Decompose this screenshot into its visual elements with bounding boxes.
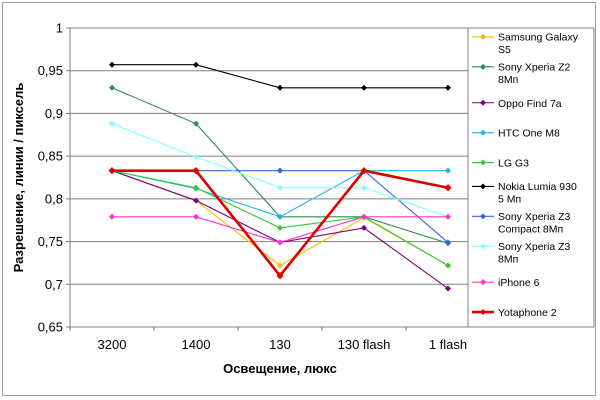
data-point [193,153,199,160]
x-tick-label: 130 [269,337,291,352]
legend-swatch-marker [480,63,486,70]
y-tick-label: 0,9 [45,106,63,121]
y-tick-label: 0,95 [38,63,63,78]
data-point [193,61,199,68]
legend-label: Nokia Lumia 930 [498,181,577,193]
legend-label: Sony Xperia Z2 [498,62,571,74]
data-point [109,120,115,127]
y-tick-label: 0,75 [38,234,63,249]
legend-label: HTC One M8 [498,128,560,140]
data-point [445,213,451,220]
legend-swatch-marker [480,243,486,250]
data-point [193,213,199,220]
data-point [277,167,283,174]
data-point [361,224,367,231]
series-1 [109,84,451,247]
data-point [445,285,451,292]
data-point [277,239,283,246]
y-tick-label: 0,8 [45,191,63,206]
legend-swatch-marker [480,129,486,136]
y-axis-title: Разрешение, линии / пиксель [11,83,26,273]
legend-swatch-marker [480,99,486,106]
data-point [277,84,283,91]
legend-label: Yotaphone 2 [498,307,557,319]
data-point [109,61,115,68]
data-point [193,120,199,127]
data-point [360,167,368,175]
x-axis-title: Освещение, люкс [223,361,337,376]
series-5 [109,61,451,91]
legend [467,27,595,328]
data-point [277,262,283,269]
x-axis-ticks: 3200 1400 130 130 flash 1 flash [69,327,467,352]
series-line [111,87,449,244]
legend-item: Yotaphone 2 [472,307,557,319]
legend-label: Sony Xperia Z3 [498,211,571,223]
legend-swatch-marker [480,33,486,40]
legend-item: Oppo Find 7a [472,98,562,110]
y-tick-label: 1 [56,21,63,36]
legend-label: 8Мп [498,74,518,86]
series-3 [109,167,451,220]
data-point [109,84,115,91]
legend-swatch-marker [480,213,486,220]
legend-label: Oppo Find 7a [498,98,562,110]
data-point [193,197,199,204]
series-line [112,64,448,89]
data-point [277,224,283,231]
legend-label: LG G3 [498,158,529,170]
data-point [361,213,367,220]
legend-label: Sony Xperia Z3 [498,241,571,253]
data-point [277,184,283,191]
y-axis-ticks: 1 0,95 0,9 0,85 0,8 0,75 0,7 0,65 [38,21,70,335]
legend-item: LG G3 [472,158,529,170]
data-point [276,272,284,280]
plot-area [69,27,491,328]
data-point [445,84,451,91]
x-tick-label: 1 flash [429,337,467,352]
legend-swatch-marker [480,183,486,190]
legend-label: Samsung Galaxy [498,32,579,44]
y-tick-label: 0,85 [38,149,63,164]
legend-swatch-marker [480,279,486,286]
series-6 [109,167,451,246]
legend-label: 8Мп [498,254,518,266]
data-point [445,262,451,269]
data-point [109,213,115,220]
data-point [361,184,367,191]
data-point [192,167,200,175]
data-point [444,184,452,192]
data-point [108,167,116,175]
series-8 [109,213,451,246]
legend-label: S5 [498,44,511,56]
data-point [277,213,283,220]
data-point [445,167,451,174]
legend-swatch-marker [480,159,486,166]
data-point [361,84,367,91]
legend-label: iPhone 6 [498,277,540,289]
legend-item: HTC One M8 [472,128,560,140]
x-tick-label: 130 flash [338,337,391,352]
legend-label: 5 Мп [498,194,521,206]
gridlines [70,27,490,328]
series-9 [108,167,452,280]
series-lines [108,61,452,292]
data-point [193,184,199,191]
x-tick-label: 3200 [98,337,127,352]
y-tick-label: 0,65 [38,320,63,335]
data-point [445,239,451,246]
legend-label: Compact 8Мп [498,224,563,236]
x-tick-label: 1400 [182,337,211,352]
legend-item: iPhone 6 [472,277,540,289]
legend-swatch-marker [480,309,486,316]
y-tick-label: 0,7 [45,277,63,292]
